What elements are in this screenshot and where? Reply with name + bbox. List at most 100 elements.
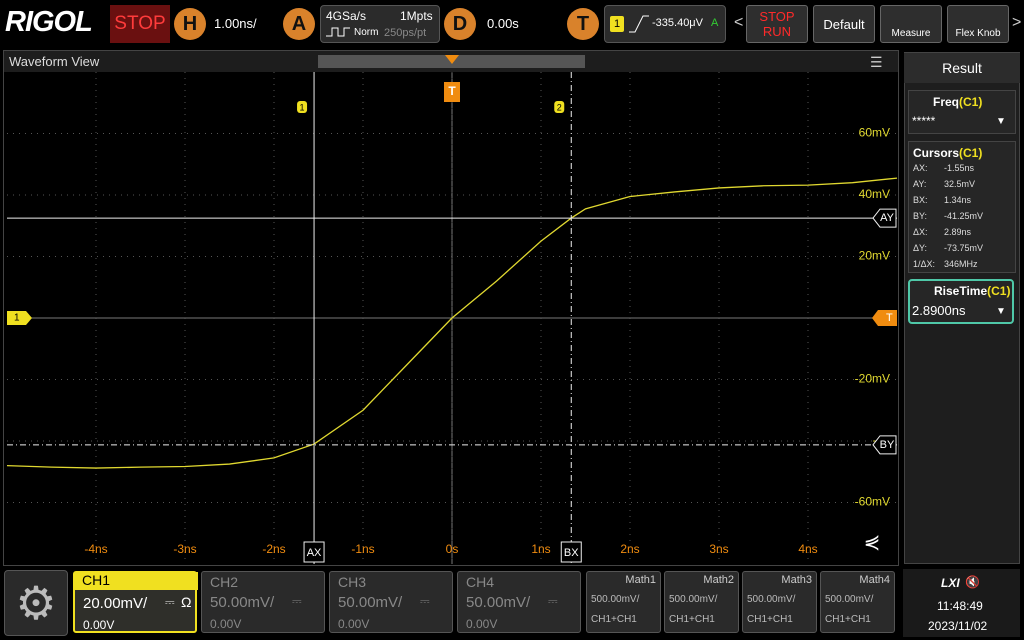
cursor-key: BX: xyxy=(913,195,928,205)
dropdown[interactable]: ▼ xyxy=(996,306,1006,317)
cursor-key: 1/ΔX: xyxy=(913,259,936,269)
cursor-name: BX xyxy=(564,547,579,559)
cursor-tag xyxy=(872,435,897,455)
stop-label: STOP xyxy=(759,9,795,24)
arrow-right[interactable]: > xyxy=(1012,14,1022,31)
waveform xyxy=(6,177,898,469)
math-box[interactable]: Math1 500.00mV/CH1+CH1 xyxy=(586,571,661,633)
cursor-key: ΔX: xyxy=(913,227,928,237)
channel-name: CH1 xyxy=(74,572,198,590)
x-tick-label: -2ns xyxy=(262,542,285,556)
freq-source: (C1) xyxy=(959,95,983,109)
channel-offset: 0.00V xyxy=(338,617,370,631)
channel-marker xyxy=(7,311,32,325)
risetime-label: RiseTime(C1) xyxy=(934,284,1010,298)
acquire-key[interactable]: A xyxy=(283,8,315,40)
measure-button[interactable]: Measure xyxy=(880,5,942,43)
acquire-box[interactable] xyxy=(320,5,440,43)
math-scale: 500.00mV/ xyxy=(591,594,640,605)
math-scale: 500.00mV/ xyxy=(669,594,718,605)
delay-key[interactable]: D xyxy=(444,8,476,40)
channel-scale: 50.00mV/ xyxy=(210,594,275,611)
cursor-tag xyxy=(872,208,897,228)
math-box[interactable]: Math2 500.00mV/CH1+CH1 xyxy=(664,571,739,633)
channel-box[interactable]: CH2 50.00mV/0.00V ⎓ xyxy=(201,571,325,633)
x-tick-label: -3ns xyxy=(173,542,196,556)
x-tick-label: 0s xyxy=(446,542,459,556)
run-label: RUN xyxy=(762,24,792,39)
cursor-number: 1 xyxy=(300,102,305,112)
y-tick-label: 40mV xyxy=(859,187,890,201)
math-expr: CH1+CH1 xyxy=(747,614,793,625)
home-gear[interactable]: ⚙ xyxy=(4,570,68,636)
flex-knob-button[interactable]: Flex Knob xyxy=(947,5,1009,43)
logo: RIGOL xyxy=(5,6,93,38)
default-button[interactable]: Default xyxy=(813,5,875,43)
channel-box[interactable]: CH1 20.00mV/0.00V ⎓ Ω xyxy=(73,571,198,633)
cursor-value: 32.5mV xyxy=(944,179,976,189)
trigger-level: -335.40μV xyxy=(652,17,703,29)
channel-offset: 0.00V xyxy=(466,617,498,631)
freq-name: Freq xyxy=(933,95,960,109)
cursor-key: BY: xyxy=(913,211,928,221)
acq-icon xyxy=(326,27,350,37)
x-tick-label: 3ns xyxy=(709,542,728,556)
risetime-source: (C1) xyxy=(987,284,1011,298)
channel-name: CH2 xyxy=(210,574,239,590)
x-tick-label: 1ns xyxy=(531,542,550,556)
freq-card[interactable] xyxy=(908,90,1016,134)
speaker-icon[interactable]: 🔇 xyxy=(965,575,980,589)
math-scale: 500.00mV/ xyxy=(825,594,874,605)
trigger-marker-label: T xyxy=(886,312,893,324)
channel-box[interactable]: CH3 50.00mV/0.00V ⎓ xyxy=(329,571,453,633)
trigger-key[interactable]: T xyxy=(567,8,599,40)
cursor-value: 2.89ns xyxy=(944,227,972,237)
trigger-box[interactable] xyxy=(604,5,726,43)
freq-label: Freq(C1) xyxy=(933,95,982,109)
acquire-mode: Norm xyxy=(354,27,379,38)
cursor-key: AY: xyxy=(913,179,927,189)
math-box[interactable]: Math4 500.00mV/CH1+CH1 xyxy=(820,571,895,633)
math-expr: CH1+CH1 xyxy=(591,614,637,625)
horizontal-key[interactable]: H xyxy=(174,8,206,40)
memory-depth: 1Mpts xyxy=(400,9,433,23)
cursor-name: AX xyxy=(307,547,322,559)
math-name: Math1 xyxy=(625,574,656,586)
clock: 11:48:49 xyxy=(937,599,983,613)
trigger-pos xyxy=(445,55,459,64)
math-box[interactable]: Math3 500.00mV/CH1+CH1 xyxy=(742,571,817,633)
math-name: Math3 xyxy=(781,574,812,586)
cursor-key: ΔY: xyxy=(913,243,928,253)
cursor-value: -41.25mV xyxy=(944,211,984,221)
x-tick-label: 4ns xyxy=(798,542,817,556)
stop-run-button[interactable]: STOP RUN xyxy=(746,5,808,43)
trigger-marker xyxy=(872,310,897,326)
status-panel xyxy=(903,569,1020,637)
coupling-icon: ⎓ xyxy=(292,594,302,608)
collapse-icon[interactable]: ⋞ xyxy=(864,531,881,553)
y-tick-label: 20mV xyxy=(859,249,890,263)
risetime-card[interactable] xyxy=(908,279,1014,324)
trigger-top-bg xyxy=(444,82,460,102)
y-tick-label: 60mV xyxy=(859,126,890,140)
x-tick-label: 2ns xyxy=(620,542,639,556)
cursor-name: Cursors xyxy=(913,146,960,160)
channel-offset: 0.00V xyxy=(83,618,115,632)
channel-box[interactable]: CH4 50.00mV/0.00V ⎓ xyxy=(457,571,581,633)
cursor-label: Cursors(C1) xyxy=(913,146,982,160)
coupling-icon: ⎓ xyxy=(420,594,430,608)
dropdown[interactable]: ▼ xyxy=(996,116,1006,127)
cursor-tag xyxy=(303,541,325,563)
math-name: Math2 xyxy=(703,574,734,586)
math-scale: 500.00mV/ xyxy=(747,594,796,605)
cursor-number-bg xyxy=(297,101,308,113)
menu-icon[interactable]: ☰ xyxy=(870,54,883,70)
cursor-name: BY xyxy=(880,439,895,451)
view-title: Waveform View xyxy=(9,54,100,69)
run-status[interactable]: STOP xyxy=(110,5,170,43)
cursor-value: 346MHz xyxy=(944,259,978,269)
impedance: Ω xyxy=(181,594,192,610)
cursor-name: AY xyxy=(880,212,895,224)
arrow-left[interactable]: < xyxy=(734,14,744,31)
